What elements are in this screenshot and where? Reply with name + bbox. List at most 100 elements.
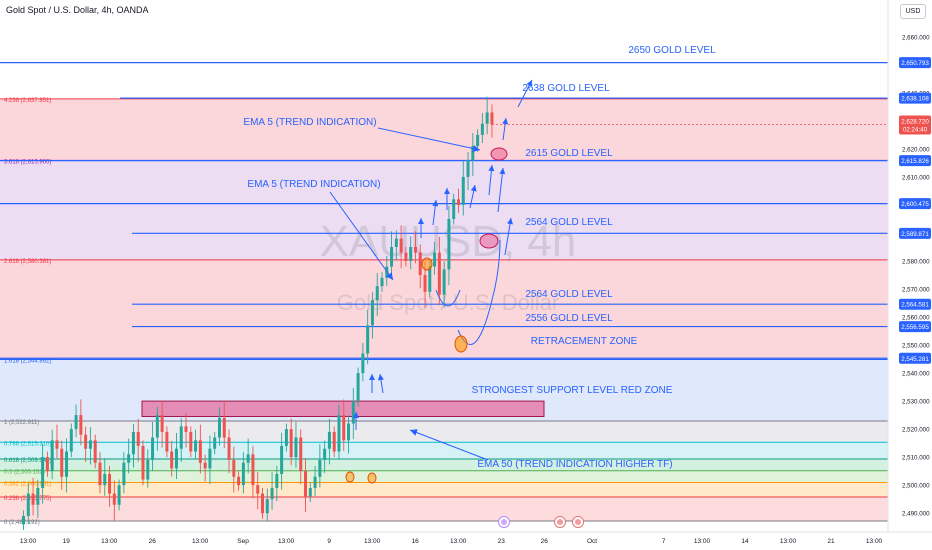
support-zone-label: STRONGEST SUPPORT LEVEL RED ZONE xyxy=(472,385,673,396)
candle-body xyxy=(418,252,422,275)
y-tick-label: 2,620.000 xyxy=(902,146,930,153)
candle-body xyxy=(280,445,284,474)
price-tag-label: 2,600.475 xyxy=(901,201,929,208)
price-tag-label: 2,556.595 xyxy=(901,324,929,331)
candle-body xyxy=(261,493,264,514)
candle-body xyxy=(84,434,88,449)
level-label: 2556 GOLD LEVEL xyxy=(525,313,613,324)
current-price-tag xyxy=(899,115,931,135)
y-tick-label: 2,520.000 xyxy=(902,427,930,434)
x-tick-label: 13:00 xyxy=(101,538,118,545)
arrow-head xyxy=(444,188,450,194)
x-tick-label: Sep xyxy=(237,538,249,545)
fib-band xyxy=(0,482,888,498)
fib-label: 3.618 (2,615.900) xyxy=(4,159,51,165)
candle-body xyxy=(284,429,288,446)
countdown-label: 02:24:40 xyxy=(903,126,928,133)
candle-body xyxy=(428,266,432,292)
annotation-arrow xyxy=(409,429,489,461)
candle-body xyxy=(98,462,102,486)
fib-label: 1 (2,522.911) xyxy=(4,420,39,426)
candle-body xyxy=(174,448,178,469)
candle-body xyxy=(213,437,217,449)
candle-body xyxy=(380,277,384,287)
x-tick-label: 13:00 xyxy=(192,538,209,545)
candle-body xyxy=(327,431,331,449)
candle-body xyxy=(241,462,245,486)
candle-body xyxy=(189,431,193,452)
candle-body xyxy=(456,199,460,205)
touch-marker xyxy=(479,233,499,249)
candle-body xyxy=(112,493,116,505)
candle-body xyxy=(146,459,150,480)
candle-body xyxy=(136,431,140,446)
candle-body xyxy=(237,476,241,486)
annotation-text: EMA 5 (TREND INDICATION) xyxy=(243,117,376,128)
upper-area xyxy=(0,22,888,99)
price-tag-label: 2,545.281 xyxy=(901,356,929,363)
y-tick-label: 2,510.000 xyxy=(902,455,930,462)
y-tick-label: 2,560.000 xyxy=(902,315,930,322)
candle-body xyxy=(447,218,451,270)
candle-body xyxy=(184,426,188,432)
candle-body xyxy=(74,415,78,430)
fib-band xyxy=(0,442,888,459)
touch-marker xyxy=(421,257,433,271)
candle-body xyxy=(93,440,97,463)
candle-body xyxy=(41,457,45,488)
x-tick-label: 16 xyxy=(412,538,420,545)
fib-label: 0 (2,487.192) xyxy=(4,520,40,526)
x-tick-label: 21 xyxy=(827,538,835,545)
candle-body xyxy=(50,440,54,472)
candle-body xyxy=(55,440,59,449)
fib-band xyxy=(0,160,888,260)
x-tick-label: 7 xyxy=(662,538,666,545)
candle-body xyxy=(452,199,456,219)
y-tick-label: 2,490.000 xyxy=(902,511,930,518)
candle-body xyxy=(394,238,398,247)
arrow-head xyxy=(369,374,375,380)
y-tick-label: 2,550.000 xyxy=(902,343,930,350)
candle-body xyxy=(227,437,231,460)
candle-body xyxy=(370,300,374,326)
touch-marker xyxy=(345,471,355,483)
x-tick-label: 13:00 xyxy=(866,538,883,545)
candle-body xyxy=(251,454,255,486)
candle-body xyxy=(442,269,446,295)
price-tag xyxy=(899,321,931,333)
level-label: 2564 GOLD LEVEL xyxy=(525,217,613,228)
candle-body xyxy=(409,246,413,261)
candle-body xyxy=(170,451,174,469)
fib-band xyxy=(0,470,888,483)
currency-button[interactable]: USD xyxy=(900,4,926,19)
lightning-icon-inner xyxy=(501,519,507,525)
candle-body xyxy=(399,238,403,253)
price-axis-bg xyxy=(888,0,932,550)
fib-label: 4.236 (2,637.851) xyxy=(4,98,51,104)
candle-body xyxy=(485,112,489,124)
y-tick-label: 2,530.000 xyxy=(902,399,930,406)
candle-body xyxy=(36,487,40,505)
x-tick-label: 26 xyxy=(149,538,157,545)
y-tick-label: 2,580.000 xyxy=(902,258,930,265)
candle-body xyxy=(337,415,341,452)
candle-body xyxy=(155,415,159,438)
us-flag-icon-inner xyxy=(557,519,563,525)
x-tick-label: 13:00 xyxy=(20,538,37,545)
x-tick-label: 13:00 xyxy=(278,538,295,545)
candle-body xyxy=(198,440,202,463)
retracement-curve xyxy=(435,289,461,307)
candle-body xyxy=(265,499,269,514)
fib-label: 2.618 (2,580.381) xyxy=(4,259,51,265)
price-tag xyxy=(899,198,931,210)
candle-body xyxy=(31,493,35,505)
candle-body xyxy=(356,373,360,402)
trend-arrow xyxy=(504,217,512,256)
candle-body xyxy=(79,415,83,435)
arrow-head xyxy=(432,200,439,207)
candle-body xyxy=(275,473,279,488)
x-tick-label: 14 xyxy=(741,538,749,545)
candle-body xyxy=(131,431,135,455)
candle-body xyxy=(385,266,389,278)
